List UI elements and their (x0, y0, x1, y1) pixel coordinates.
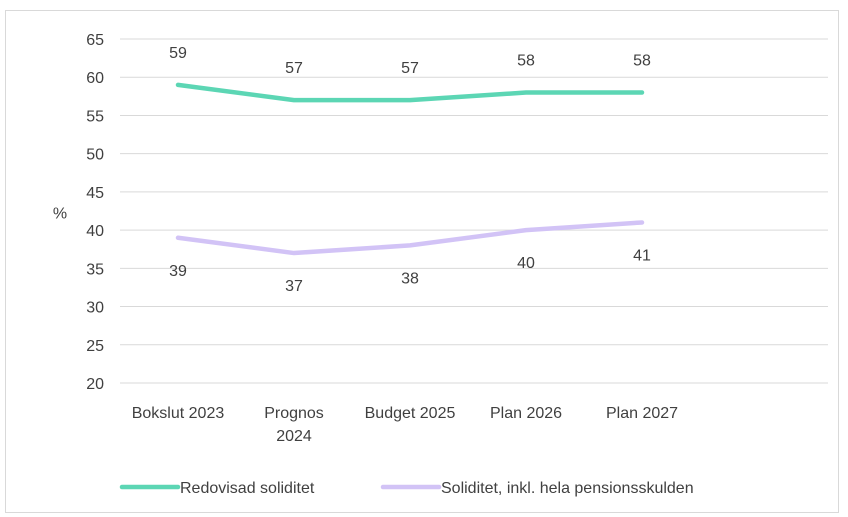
y-tick-label: 50 (86, 147, 104, 164)
data-label: 57 (401, 60, 419, 77)
data-label: 58 (517, 53, 535, 70)
x-axis-ticks: Bokslut 2023 Prognos 2024 Budget 2025 Plan 2… (132, 405, 678, 445)
x-tick-label: 2024 (276, 428, 312, 445)
x-tick-label: Prognos (264, 405, 324, 422)
y-axis-ticks: 20 25 30 35 40 45 50 55 60 65 (86, 32, 104, 393)
data-label: 58 (633, 53, 651, 70)
series-line (175, 82, 645, 103)
data-labels: 59 57 57 58 58 39 37 38 40 41 (169, 45, 651, 295)
gridlines (120, 38, 828, 384)
y-tick-label: 65 (86, 32, 104, 49)
legend: Redovisad soliditet Soliditet, inkl. hela… (119, 480, 694, 497)
data-label: 41 (633, 247, 651, 264)
data-label: 57 (285, 60, 303, 77)
y-tick-label: 40 (86, 223, 104, 240)
x-tick-label: Plan 2026 (490, 405, 562, 422)
data-label: 37 (285, 278, 303, 295)
series-lines (175, 82, 645, 256)
data-label: 38 (401, 270, 419, 287)
x-tick-label: Budget 2025 (365, 405, 456, 422)
y-tick-label: 30 (86, 300, 104, 317)
data-label: 40 (517, 255, 535, 272)
data-label: 39 (169, 263, 187, 280)
y-tick-label: 45 (86, 185, 104, 202)
data-label: 59 (169, 45, 187, 62)
chart-frame (5, 10, 839, 513)
y-axis-label: % (53, 206, 67, 223)
y-tick-label: 20 (86, 376, 104, 393)
y-tick-label: 55 (86, 108, 104, 125)
x-tick-label: Bokslut 2023 (132, 405, 225, 422)
series-line (175, 220, 645, 256)
y-tick-label: 25 (86, 338, 104, 355)
y-tick-label: 60 (86, 70, 104, 87)
y-tick-label: 35 (86, 261, 104, 278)
legend-label: Redovisad soliditet (180, 480, 315, 497)
x-tick-label: Plan 2027 (606, 405, 678, 422)
legend-label: Soliditet, inkl. hela pensionsskulden (441, 480, 694, 497)
